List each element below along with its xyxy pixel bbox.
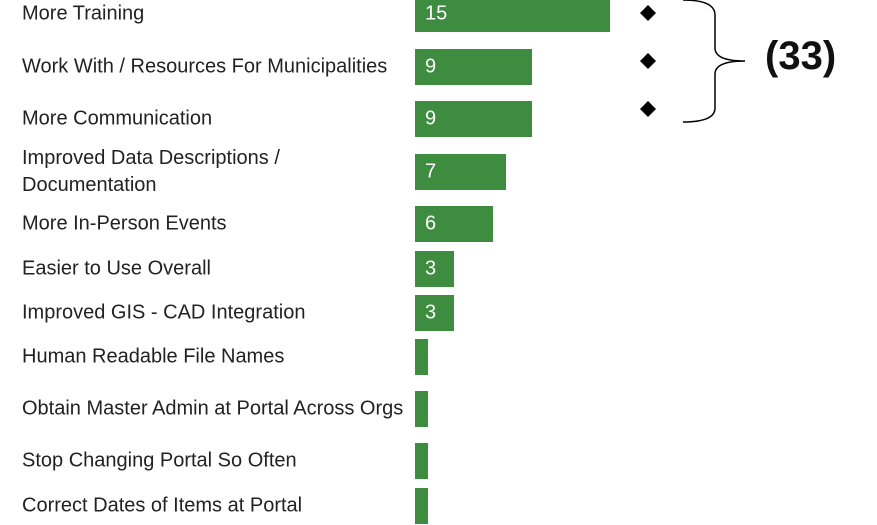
category-label: Stop Changing Portal So Often [22, 449, 297, 472]
bar [415, 101, 532, 137]
value-label: 9 [425, 55, 437, 78]
category-label: Improved Data Descriptions / Documentati… [22, 147, 280, 196]
bar [415, 443, 428, 479]
category-label: Obtain Master Admin at Portal Across Org… [22, 397, 404, 420]
category-label: More Training [22, 2, 145, 25]
value-label: 15 [425, 2, 448, 25]
bar [415, 391, 428, 427]
diamond [640, 5, 656, 21]
bar [415, 339, 428, 375]
category-label: Correct Dates of Items at Portal [22, 494, 303, 517]
value-label: 6 [425, 212, 437, 235]
annotation: (33) [765, 34, 837, 78]
bar [415, 154, 506, 190]
value-label: 9 [425, 107, 437, 130]
diamond [640, 53, 656, 69]
category-label: Improved GIS - CAD Integration [22, 301, 306, 324]
brace [682, 0, 746, 123]
bar [415, 488, 428, 524]
value-label: 3 [425, 301, 437, 324]
category-label: Easier to Use Overall [22, 257, 211, 280]
category-label: Work With / Resources For Municipalities [22, 55, 388, 78]
bar [415, 251, 454, 287]
value-label: 7 [425, 160, 437, 183]
bar [415, 49, 532, 85]
bar [415, 206, 493, 242]
value-label: 3 [425, 257, 437, 280]
category-label: More Communication [22, 107, 213, 130]
category-label: Human Readable File Names [22, 345, 285, 368]
bar [415, 0, 610, 32]
bar [415, 295, 454, 331]
diamond [640, 101, 656, 117]
category-label: More In-Person Events [22, 212, 227, 235]
